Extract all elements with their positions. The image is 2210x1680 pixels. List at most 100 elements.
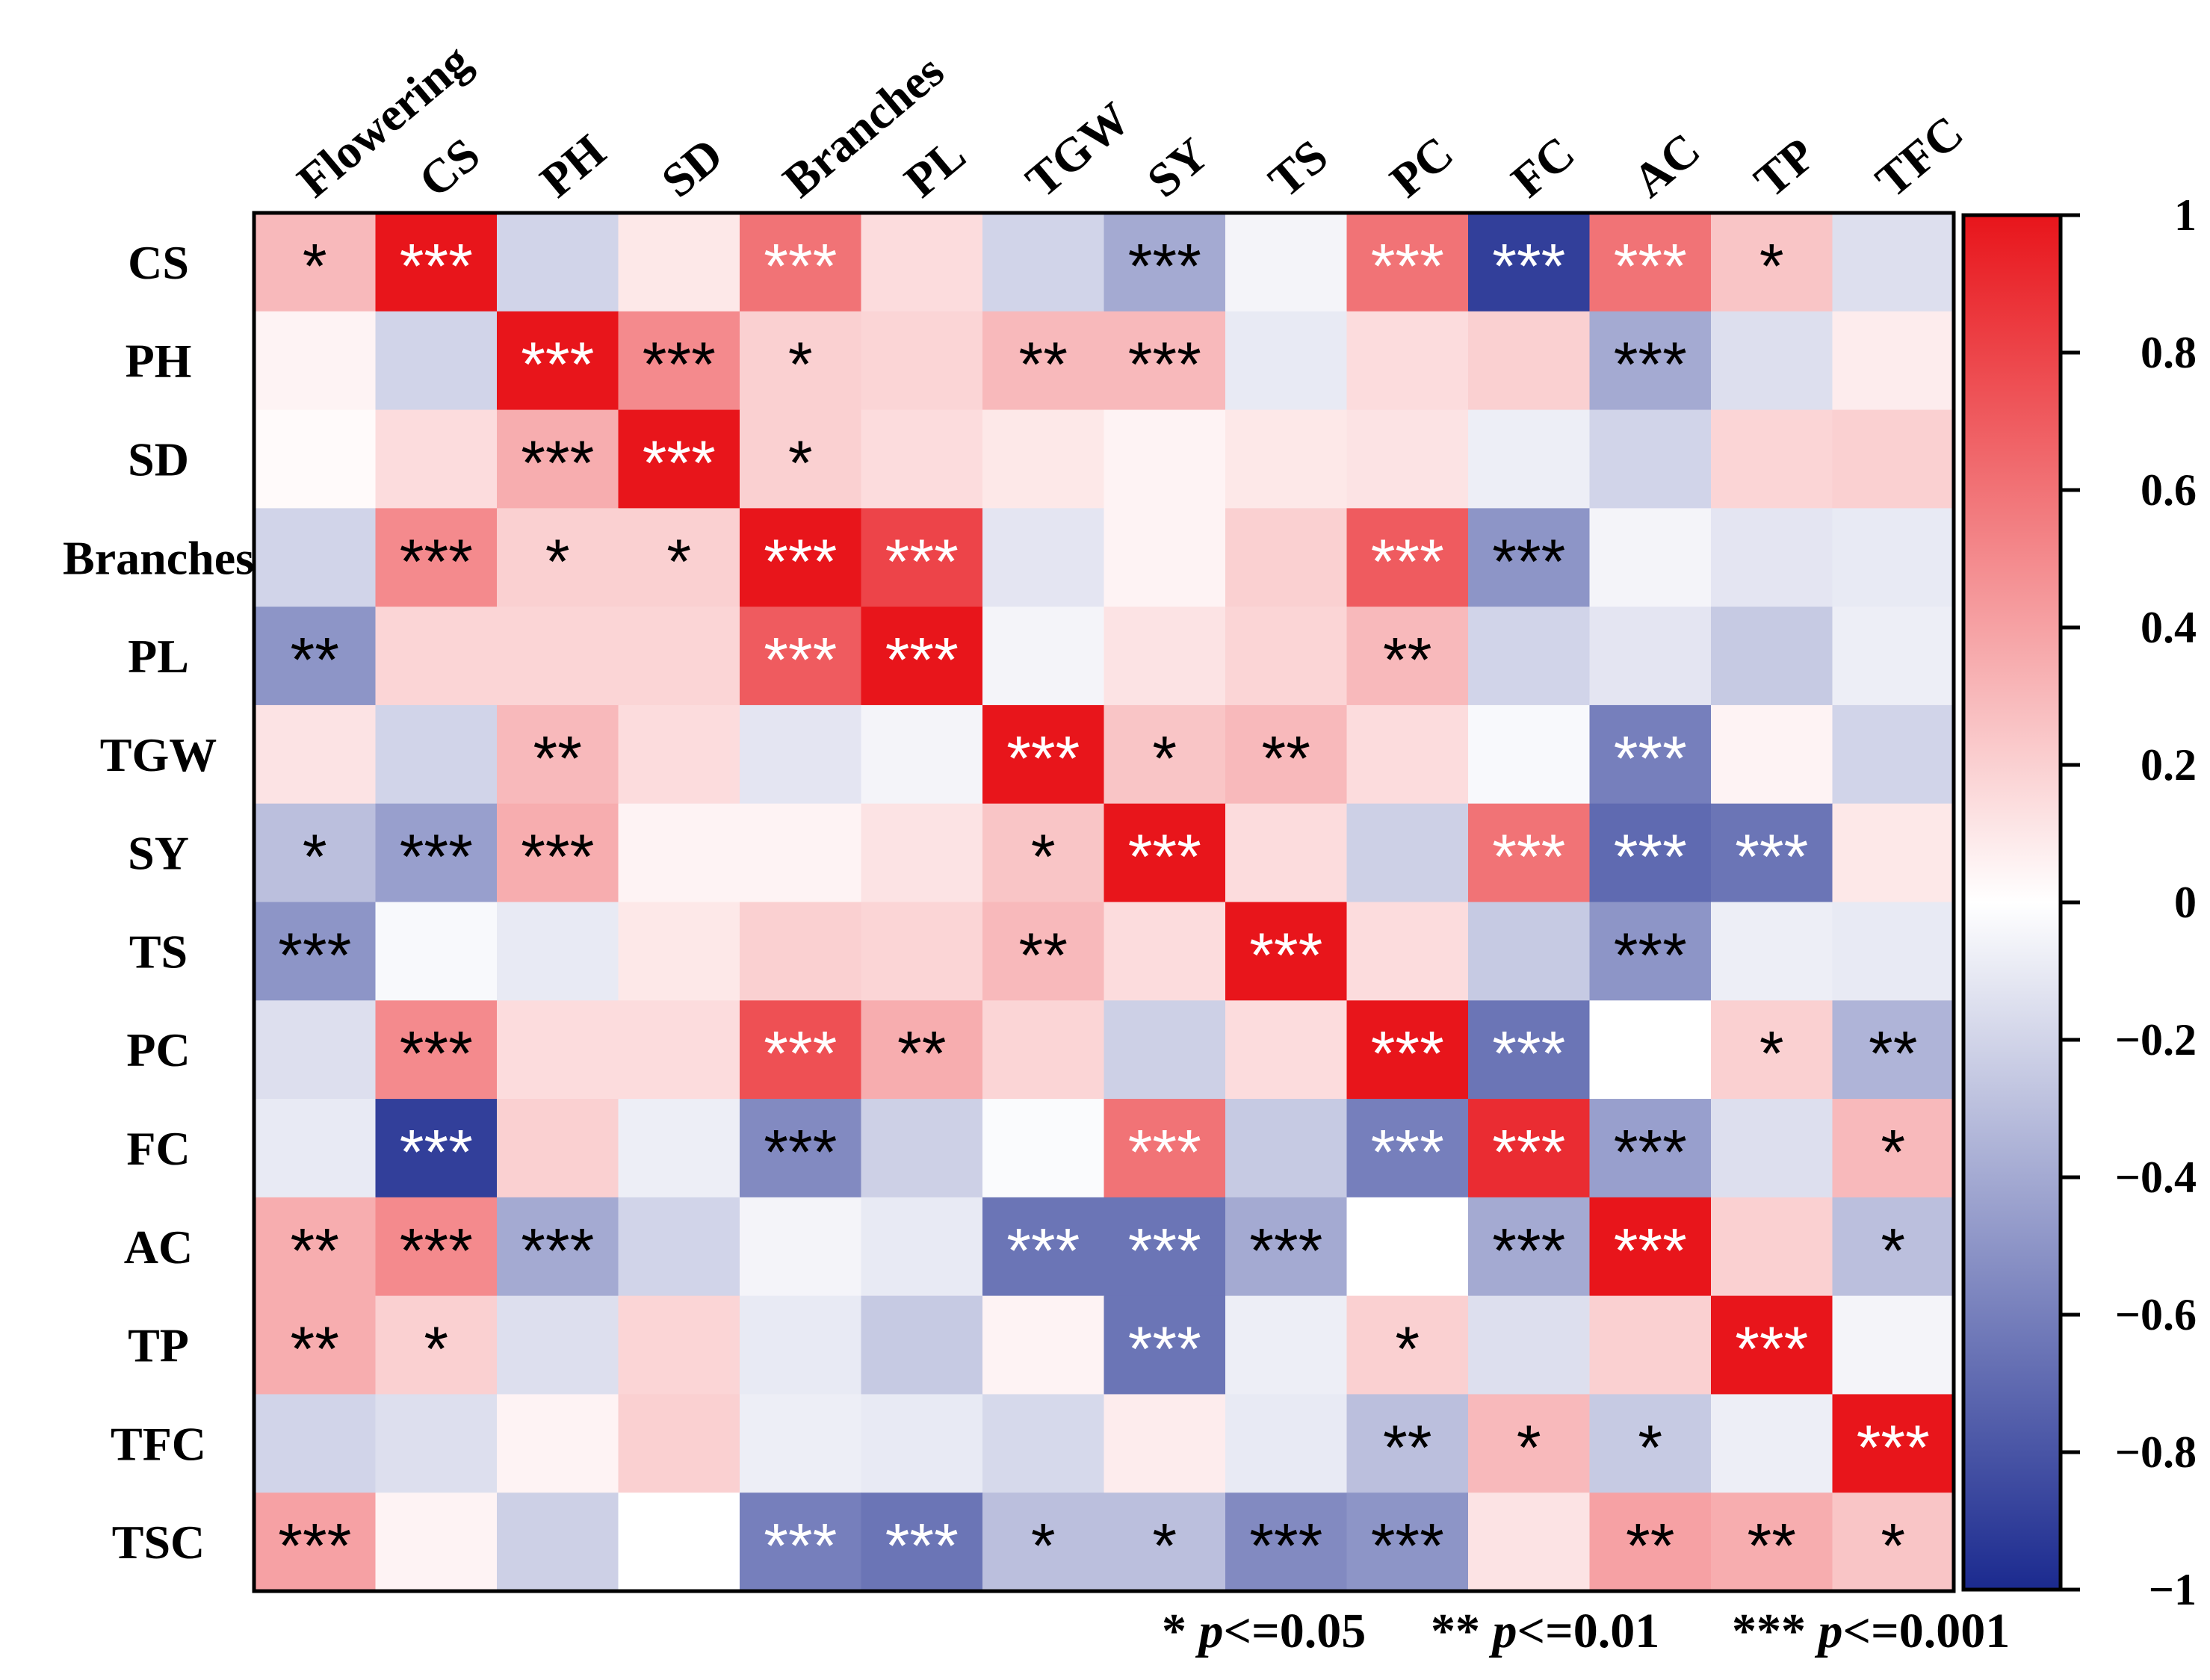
heatmap-grid: * *** *** *** *** *** *** **** *** * ** *** ****** **… xyxy=(252,211,1956,1593)
heatmap-cell xyxy=(861,1295,983,1395)
heatmap-cell xyxy=(1104,311,1226,411)
heatmap-cell xyxy=(861,902,983,1001)
heatmap-cell xyxy=(1346,311,1469,411)
colorbar-tick-label: 1 xyxy=(2174,190,2197,240)
significance-marker: *** xyxy=(521,1215,594,1286)
row-label: TP xyxy=(128,1319,189,1372)
heatmap-cell xyxy=(1104,213,1226,312)
heatmap-cell xyxy=(861,607,983,706)
heatmap-cell xyxy=(254,803,377,903)
column-label: PL xyxy=(894,128,975,208)
heatmap-cell xyxy=(1346,1394,1469,1493)
heatmap-cell xyxy=(1711,1000,1833,1100)
significance-marker: ** xyxy=(1869,1018,1917,1088)
heatmap-cell xyxy=(1832,508,1954,607)
heatmap-cell xyxy=(1832,1197,1954,1297)
heatmap-cell xyxy=(1104,704,1226,805)
heatmap-cell xyxy=(982,607,1105,706)
column-label: TP xyxy=(1745,128,1825,208)
heatmap-border xyxy=(252,211,1956,1593)
heatmap-cell xyxy=(254,1394,377,1493)
heatmap-cell xyxy=(982,1493,1105,1592)
heatmap-cell xyxy=(497,607,619,706)
heatmap-cell xyxy=(861,1493,983,1592)
heatmap-cell xyxy=(497,1099,619,1198)
heatmap-cell xyxy=(497,213,619,312)
significance-marker: *** xyxy=(1492,1117,1565,1187)
significance-marker: *** xyxy=(1614,329,1687,400)
heatmap-cell xyxy=(1832,311,1954,411)
significance-marker: ** xyxy=(1626,1510,1674,1581)
heatmap-cell xyxy=(861,1394,983,1493)
significance-marker: *** xyxy=(521,329,594,400)
significance-marker: *** xyxy=(764,1510,837,1581)
heatmap-cell xyxy=(740,1295,862,1395)
significance-marker: * xyxy=(1031,1510,1056,1581)
significance-marker: * xyxy=(1881,1117,1905,1187)
row-label: PC xyxy=(126,1023,190,1076)
heatmap-cell xyxy=(1468,902,1591,1001)
colorbar-gradient xyxy=(1961,213,2063,1592)
heatmap-cell xyxy=(375,1295,498,1395)
significance-marker: *** xyxy=(1249,920,1322,990)
heatmap-cell xyxy=(1711,607,1833,706)
significance-marker: *** xyxy=(1371,1117,1444,1187)
significance-marker: *** xyxy=(764,624,837,695)
heatmap-cell xyxy=(982,704,1105,805)
legend-entry: *** p<=0.001 xyxy=(1732,1604,2010,1658)
heatmap-cell xyxy=(740,1493,862,1592)
heatmap-cell xyxy=(1225,213,1348,312)
heatmap-cell xyxy=(1468,1197,1591,1297)
heatmap-cell xyxy=(375,409,498,509)
heatmap-cell xyxy=(1832,1000,1954,1100)
significance-marker: ** xyxy=(291,1314,339,1384)
significance-marker: *** xyxy=(1128,231,1201,301)
heatmap-cell xyxy=(1711,1099,1833,1198)
heatmap-cell xyxy=(1104,1197,1226,1297)
heatmap-cell xyxy=(497,902,619,1001)
significance-marker: * xyxy=(788,427,813,498)
heatmap-cell xyxy=(1225,409,1348,509)
heatmap-cell xyxy=(375,704,498,805)
significance-marker: *** xyxy=(764,231,837,301)
row-label: SD xyxy=(128,433,189,486)
heatmap-cell xyxy=(375,902,498,1001)
heatmap-cell xyxy=(982,311,1105,411)
row-label: AC xyxy=(124,1221,193,1274)
heatmap-cell xyxy=(740,704,862,805)
row-label: SY xyxy=(128,827,189,880)
heatmap-cell xyxy=(618,1493,740,1592)
significance-marker: *** xyxy=(885,526,959,596)
column-label: TGW xyxy=(1016,92,1140,208)
heatmap-cell xyxy=(1346,213,1469,312)
heatmap-cell xyxy=(254,508,377,607)
heatmap-cell xyxy=(375,213,498,312)
column-label: SD xyxy=(651,128,732,208)
heatmap-cell xyxy=(740,409,862,509)
heatmap-cell xyxy=(1225,1295,1348,1395)
legend-p: p xyxy=(1815,1604,1843,1658)
significance-marker: *** xyxy=(1006,1215,1080,1286)
significance-marker: ** xyxy=(533,723,582,793)
heatmap-cell xyxy=(618,1000,740,1100)
heatmap-cell xyxy=(1711,213,1833,312)
heatmap-cell xyxy=(497,1493,619,1592)
heatmap-cell xyxy=(254,607,377,706)
heatmap-cell xyxy=(1225,704,1348,805)
heatmap-cell xyxy=(861,704,983,805)
heatmap-cell xyxy=(1832,607,1954,706)
significance-marker: * xyxy=(1517,1412,1541,1482)
heatmap-cell xyxy=(1589,1493,1712,1592)
heatmap-cell xyxy=(254,1493,377,1592)
heatmap-cell xyxy=(1832,1295,1954,1395)
heatmap-cell xyxy=(618,607,740,706)
heatmap-cell xyxy=(1711,1394,1833,1493)
heatmap-cell xyxy=(618,213,740,312)
heatmap-cell xyxy=(1346,902,1469,1001)
significance-marker: *** xyxy=(400,1018,473,1088)
heatmap-cell xyxy=(1104,1000,1226,1100)
heatmap-cell xyxy=(618,1197,740,1297)
heatmap-cell xyxy=(1589,409,1712,509)
column-label: TFC xyxy=(1866,105,1973,208)
heatmap-cell xyxy=(1346,1000,1469,1100)
